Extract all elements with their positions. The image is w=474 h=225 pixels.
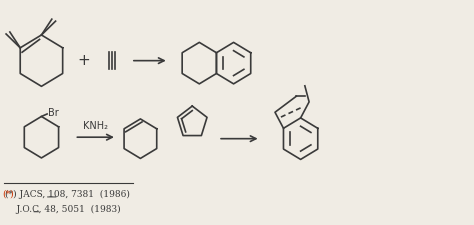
Text: Br: Br xyxy=(48,108,59,119)
Text: (*) JACS, 108, 7381  (1986): (*) JACS, 108, 7381 (1986) xyxy=(5,190,130,199)
Text: KNH₂: KNH₂ xyxy=(83,121,108,131)
Text: (*): (*) xyxy=(2,190,14,199)
Text: +: + xyxy=(77,53,90,68)
Text: J.O.C, 48, 5051  (1983): J.O.C, 48, 5051 (1983) xyxy=(5,205,121,214)
